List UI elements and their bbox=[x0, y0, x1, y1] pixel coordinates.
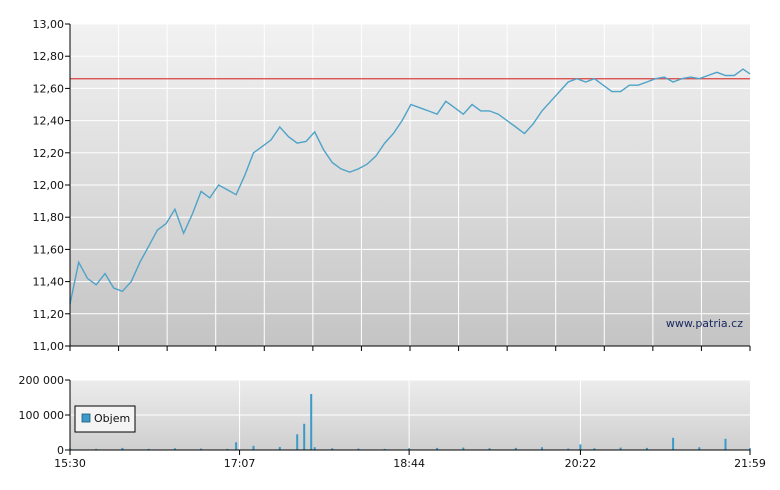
price-y-tick-label: 11,20 bbox=[33, 308, 65, 321]
price-y-tick-label: 12,40 bbox=[33, 115, 65, 128]
volume-bars bbox=[69, 394, 751, 451]
volume-bar bbox=[619, 447, 622, 450]
legend-label: Objem bbox=[94, 412, 130, 425]
price-x-axis-ticks bbox=[69, 346, 751, 351]
volume-bar bbox=[121, 447, 124, 450]
volume-bar bbox=[200, 448, 203, 450]
x-axis-time-label: 17:07 bbox=[224, 457, 256, 470]
volume-y-tick-label: 0 bbox=[57, 444, 64, 457]
volume-bar bbox=[252, 445, 255, 450]
x-axis-time-label: 18:44 bbox=[393, 457, 425, 470]
volume-bar bbox=[436, 447, 439, 450]
volume-bar bbox=[173, 448, 176, 451]
volume-bar bbox=[462, 447, 465, 450]
volume-panel: 0 100 000 200 000 15:30 17:07 18:44 20:22 21:5… bbox=[19, 374, 766, 470]
x-axis-time-label: 20:22 bbox=[565, 457, 597, 470]
price-y-tick-label: 12,60 bbox=[33, 82, 65, 95]
volume-bar bbox=[278, 446, 281, 450]
price-y-tick-label: 11,00 bbox=[33, 340, 65, 353]
price-y-tick-label: 12,20 bbox=[33, 147, 65, 160]
price-y-tick-label: 11,40 bbox=[33, 276, 65, 289]
price-gridlines bbox=[70, 23, 750, 346]
volume-y-tick-label: 200 000 bbox=[19, 374, 65, 387]
volume-bar bbox=[226, 448, 229, 450]
watermark: www.patria.cz bbox=[666, 317, 743, 330]
x-axis-time-label: 21:59 bbox=[734, 457, 766, 470]
price-y-axis-ticks: 11,00 11,20 11,40 11,60 11,80 12,00 12,20 12,40… bbox=[33, 18, 70, 353]
volume-bar bbox=[95, 448, 98, 450]
volume-bar bbox=[383, 448, 386, 450]
volume-bar bbox=[645, 447, 648, 450]
volume-bar bbox=[303, 423, 306, 451]
volume-bar bbox=[331, 448, 334, 451]
price-series-line bbox=[69, 68, 751, 305]
volume-bar bbox=[296, 434, 299, 451]
price-y-tick-label: 13,00 bbox=[33, 18, 65, 31]
x-axis-time-label: 15:30 bbox=[54, 457, 86, 470]
volume-bar bbox=[567, 448, 570, 450]
volume-x-axis-ticks: 15:30 17:07 18:44 20:22 21:59 bbox=[54, 450, 766, 470]
volume-gridlines bbox=[70, 379, 750, 450]
legend-swatch bbox=[81, 413, 91, 423]
volume-y-tick-label: 100 000 bbox=[19, 409, 65, 422]
volume-legend: Objem bbox=[74, 405, 136, 433]
price-y-tick-label: 12,00 bbox=[33, 179, 65, 192]
volume-bar bbox=[488, 448, 491, 451]
price-panel: 11,00 11,20 11,40 11,60 11,80 12,00 12,20 12,40… bbox=[33, 18, 751, 353]
volume-bar bbox=[514, 447, 517, 450]
volume-bar bbox=[672, 437, 675, 451]
price-y-tick-label: 11,80 bbox=[33, 211, 65, 224]
volume-bar bbox=[749, 448, 751, 451]
volume-bar bbox=[313, 447, 316, 450]
price-y-tick-label: 11,60 bbox=[33, 243, 65, 256]
volume-bar bbox=[593, 448, 596, 451]
volume-bar bbox=[310, 394, 313, 450]
volume-y-axis-ticks: 0 100 000 200 000 bbox=[19, 374, 70, 457]
volume-bar bbox=[357, 448, 360, 450]
price-y-tick-label: 12,80 bbox=[33, 50, 65, 63]
volume-bar bbox=[724, 438, 727, 450]
volume-bar bbox=[235, 442, 238, 450]
volume-bar bbox=[541, 447, 543, 450]
volume-bar bbox=[147, 448, 150, 450]
volume-bar bbox=[408, 448, 411, 451]
volume-bar bbox=[698, 447, 701, 450]
volume-bar bbox=[579, 444, 582, 450]
